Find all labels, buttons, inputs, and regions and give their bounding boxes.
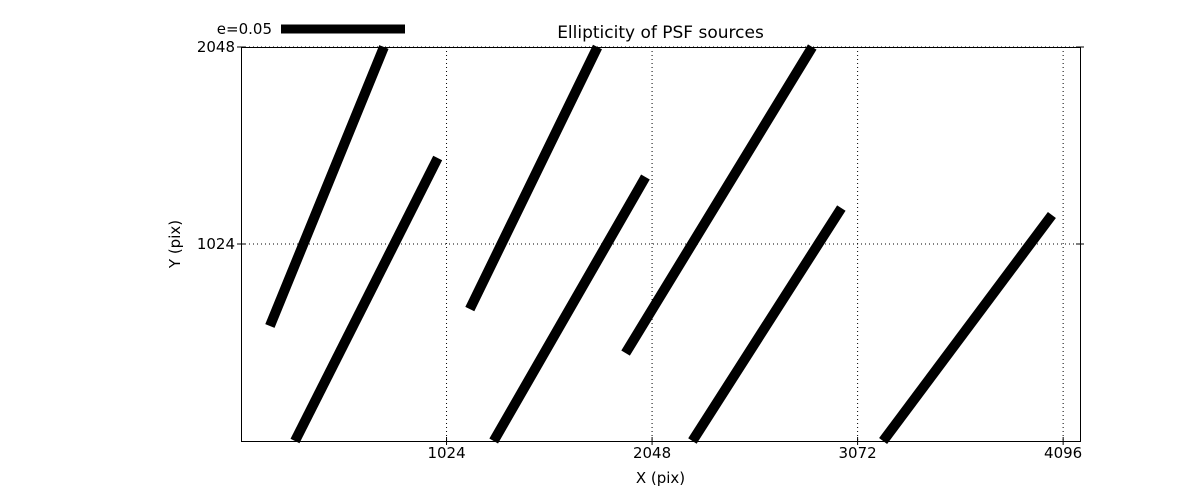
ellipticity-whisker <box>621 44 817 356</box>
x-axis-label: X (pix) <box>635 469 686 487</box>
y-tick-label: 2048 <box>196 38 235 56</box>
ellipticity-whisker <box>265 45 389 328</box>
x-tick-label: 1024 <box>427 444 466 462</box>
ellipticity-whisker <box>465 44 602 312</box>
ellipticity-whisker <box>879 211 1056 444</box>
x-tick-label: 2048 <box>632 444 672 462</box>
x-tick-label: 3072 <box>838 444 877 462</box>
legend-label: e=0.05 <box>216 20 272 38</box>
ellipticity-whisker <box>688 205 846 444</box>
x-tick-label: 4096 <box>1044 444 1083 462</box>
chart-title: Ellipticity of PSF sources <box>557 23 764 43</box>
y-tick-label: 1024 <box>196 235 235 253</box>
ellipticity-whisker <box>489 174 650 444</box>
ellipticity-whisker <box>290 155 443 444</box>
